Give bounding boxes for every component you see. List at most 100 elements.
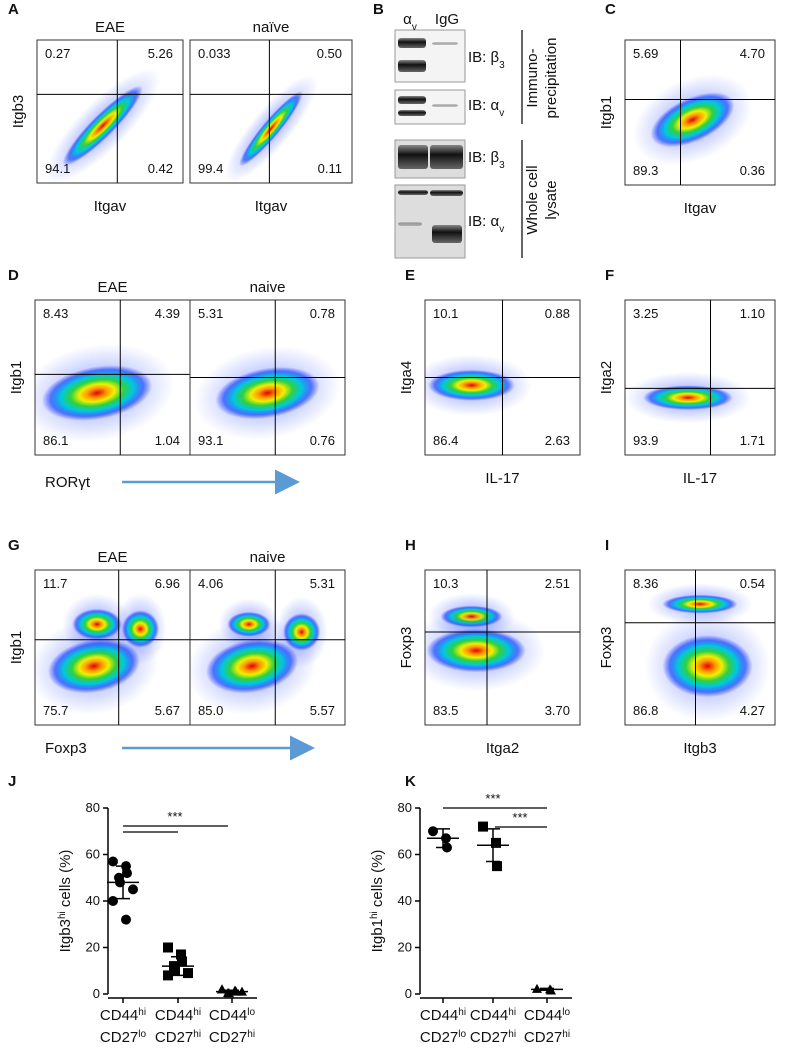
x-tick-label-part: lo	[138, 1029, 146, 1040]
x-tick-label-part: CD44	[100, 1007, 138, 1024]
panel-label: E	[405, 267, 415, 284]
y-axis-label-part: hi	[369, 911, 380, 919]
y-axis-label: Itgb1	[8, 631, 25, 664]
x-tick-label: CD44hi	[155, 1007, 201, 1025]
lane-label: IgG	[435, 11, 459, 28]
x-tick-label-part: hi	[508, 1029, 516, 1040]
density-blob	[47, 638, 140, 694]
density-blob	[41, 365, 153, 421]
data-point	[108, 896, 118, 906]
quadrant-percent: 0.42	[148, 161, 173, 176]
density-blob	[62, 85, 143, 166]
density-blob	[662, 635, 753, 698]
quadrant-percent: 0.36	[740, 163, 765, 178]
x-tick-label: CD44hi	[100, 1007, 146, 1025]
panel-label: B	[373, 1, 384, 18]
panel-label: F	[605, 267, 614, 284]
plot-title: EAE	[95, 19, 125, 36]
panel-label: K	[405, 773, 416, 790]
blot-band	[398, 60, 426, 72]
quadrant-percent: 5.31	[310, 576, 335, 591]
blot-band	[398, 145, 428, 169]
group-label: lysate	[543, 180, 560, 219]
density-blob	[227, 611, 271, 637]
panel-label: G	[8, 537, 20, 554]
blot-strip	[394, 29, 466, 83]
panel-label: C	[605, 1, 616, 18]
x-tick-label-part: CD27	[470, 1029, 508, 1046]
quadrant-percent: 4.70	[740, 46, 765, 61]
data-point	[183, 968, 193, 979]
density	[425, 593, 546, 692]
y-tick-label: 80	[86, 800, 100, 815]
blot-row-label-part: v	[499, 224, 504, 235]
quadrant-percent: 86.1	[43, 433, 68, 448]
panel-label: J	[8, 773, 16, 790]
x-axis-label: Itgav	[94, 198, 127, 215]
error-bar	[486, 828, 500, 863]
quadrant-percent: 1.10	[740, 306, 765, 321]
quadrant-percent: 75.7	[43, 703, 68, 718]
data-point	[177, 956, 187, 967]
density	[35, 343, 175, 443]
y-tick-label: 60	[398, 847, 412, 862]
quadrant-percent: 0.033	[198, 46, 231, 61]
quadrant-percent: 93.1	[198, 433, 223, 448]
plot-title: naïve	[253, 19, 290, 36]
plot-title: naive	[250, 549, 286, 566]
quadrant-percent: 0.88	[545, 306, 570, 321]
x-tick-label: CD44hi	[470, 1007, 516, 1025]
quadrant-percent: 11.7	[43, 576, 67, 591]
x-tick-label-part: hi	[562, 1029, 570, 1040]
quadrant-percent: 4.06	[198, 576, 223, 591]
density-blob	[662, 594, 738, 614]
x-tick-label-part: hi	[508, 1007, 516, 1018]
blot-row-label: IB: αv	[468, 97, 504, 119]
density-blob	[426, 628, 526, 673]
y-axis-label: Itgb1	[8, 361, 25, 394]
quadrant-percent: 4.39	[155, 306, 180, 321]
data-point	[163, 970, 173, 981]
y-tick-label: 0	[405, 986, 412, 1001]
data-point	[492, 861, 502, 872]
x-axis-label: RORγt	[45, 474, 91, 491]
blot-strip	[394, 184, 466, 259]
x-axis-label: Itgb3	[683, 740, 716, 757]
y-tick-label: 0	[93, 986, 100, 1001]
density-blob	[121, 610, 159, 648]
x-tick-label: CD27hi	[155, 1029, 201, 1047]
blot-band	[398, 38, 426, 48]
quadrant-percent: 4.27	[740, 703, 765, 718]
x-tick-label: CD27hi	[470, 1029, 516, 1047]
blot-row-label: IB: β3	[468, 49, 505, 71]
x-axis-label: Foxp3	[45, 740, 87, 757]
blot-row-label-part: IB: β	[468, 49, 500, 66]
blot-band	[398, 96, 426, 104]
x-tick-label-part: lo	[562, 1007, 570, 1018]
x-tick-label-part: CD27	[155, 1029, 193, 1046]
x-tick-label-part: CD27	[524, 1029, 562, 1046]
quadrant-percent: 6.96	[155, 576, 180, 591]
x-tick-label: CD27lo	[100, 1029, 147, 1047]
x-tick-label: CD44hi	[420, 1007, 466, 1025]
density	[625, 371, 751, 424]
x-tick-label-part: CD44	[420, 1007, 458, 1024]
blot-row-label-part: IB: α	[468, 97, 500, 114]
plot-title: EAE	[97, 549, 127, 566]
y-tick-label: 40	[398, 893, 412, 908]
data-point	[122, 868, 132, 879]
blot-band	[430, 190, 463, 196]
y-axis-label: Itgb1hi cells (%)	[369, 850, 387, 953]
quadrant-percent: 85.0	[198, 703, 223, 718]
data-point	[128, 884, 138, 895]
x-tick-label-part: hi	[458, 1007, 466, 1018]
blot-row-label: IB: αv	[468, 213, 504, 235]
density	[425, 354, 533, 417]
group-label: precipitation	[543, 38, 560, 119]
y-tick-label: 60	[86, 847, 100, 862]
blot-row-label-part: IB: α	[468, 213, 500, 230]
x-tick-label-part: lo	[247, 1007, 255, 1018]
quadrant-percent: 86.4	[433, 433, 458, 448]
x-tick-label-part: hi	[193, 1029, 201, 1040]
x-axis-label: IL-17	[683, 470, 717, 487]
